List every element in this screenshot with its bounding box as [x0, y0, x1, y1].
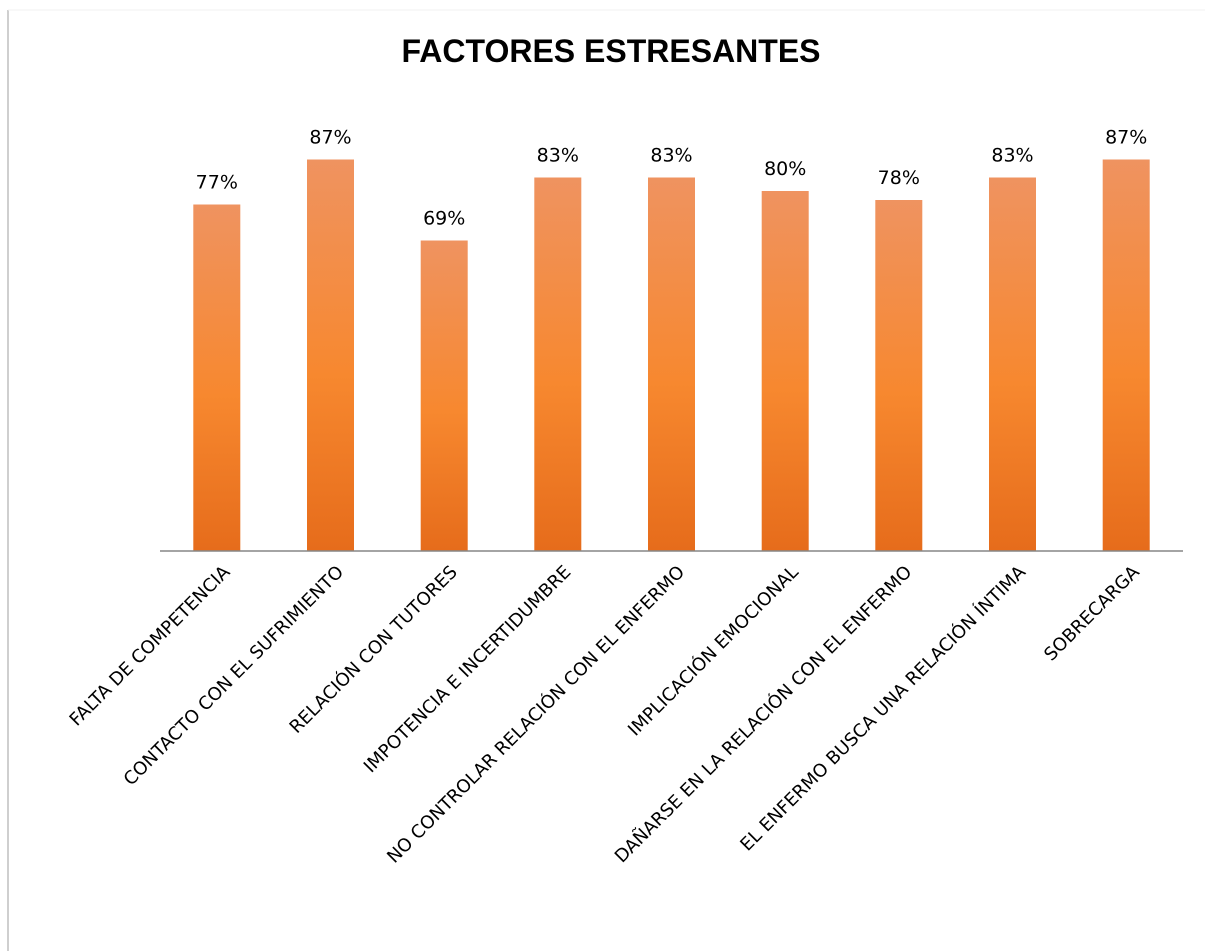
data-label: 77% — [196, 172, 238, 194]
bar — [1102, 159, 1150, 551]
bar — [875, 200, 923, 551]
bar — [989, 177, 1036, 551]
data-label: 87% — [309, 127, 351, 149]
bar — [648, 177, 695, 551]
data-label: 83% — [650, 145, 692, 167]
bars-layer — [193, 159, 1150, 551]
data-label: 83% — [991, 145, 1033, 167]
data-labels-layer: 77% 87% 69% 83% 83% 80% 78% 83% 87% — [196, 127, 1148, 230]
data-label: 83% — [537, 145, 579, 167]
bar — [761, 191, 809, 551]
chart-title: FACTORES ESTRESANTES — [401, 33, 820, 69]
data-label: 87% — [1105, 127, 1147, 149]
data-label: 78% — [878, 167, 920, 189]
bar — [307, 159, 354, 551]
bar — [534, 177, 582, 551]
bar — [420, 240, 468, 551]
x-tick-label: IMPOTENCIA E INCERTIDUMBRE — [360, 562, 575, 777]
bar — [193, 204, 241, 551]
x-tick-label: SOBRECARGA — [1040, 561, 1144, 665]
data-label: 80% — [764, 158, 806, 180]
data-label: 69% — [423, 208, 465, 230]
x-tick-label: CONTACTO CON EL SUFRIMIENTO — [120, 562, 348, 790]
